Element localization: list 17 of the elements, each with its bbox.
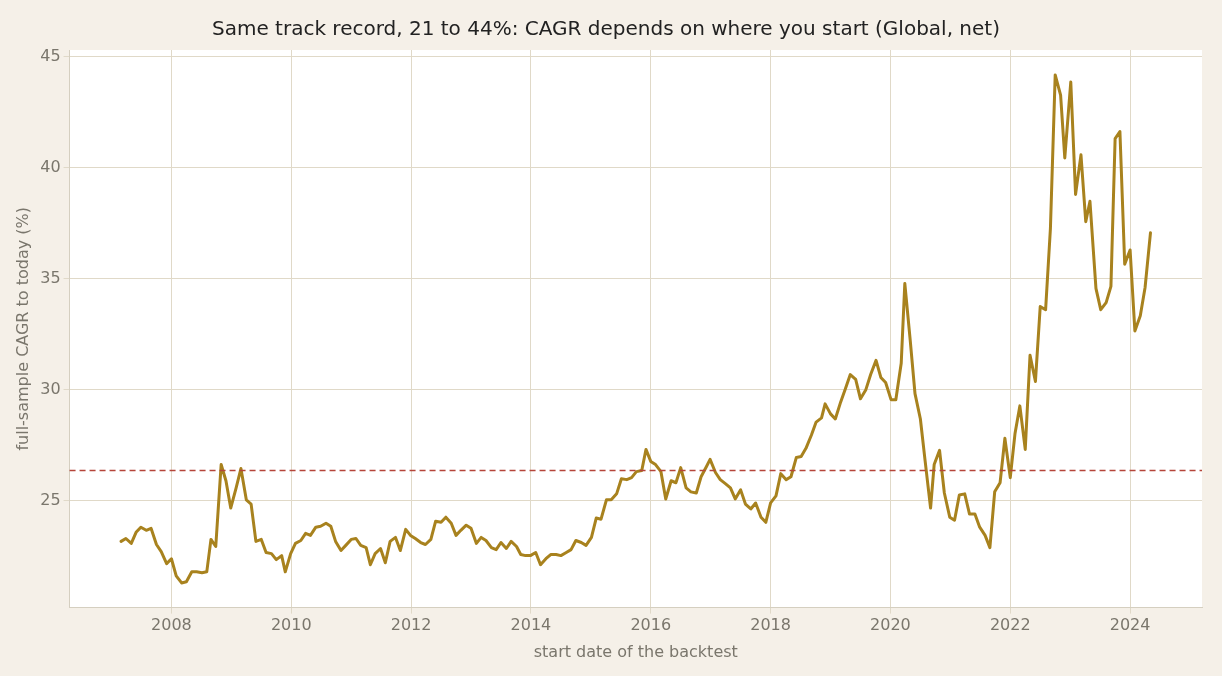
x-tick-label: 2010 [270,615,312,635]
chart-title: Same track record, 21 to 44%: CAGR depends on where you start (Global, net) [212,16,1000,41]
y-tick-label: 35 [40,267,61,287]
x-tick-label: 2022 [989,615,1031,635]
x-tick-label: 2024 [1109,615,1151,635]
x-tick-label: 2016 [630,615,672,635]
x-tick-label: 2018 [750,615,791,635]
y-tick-label: 40 [40,156,61,176]
x-tick-label: 2014 [510,615,552,635]
x-axis-title: start date of the backtest [533,641,738,661]
x-tick-label: 2012 [390,615,432,635]
y-tick-label: 25 [40,490,61,510]
y-tick-label: 45 [40,45,61,65]
x-tick-label: 2008 [151,615,192,635]
y-tick-label: 30 [40,379,61,399]
x-tick-label: 2020 [870,615,911,635]
y-axis-title: full-sample CAGR to today (%) [12,207,32,451]
